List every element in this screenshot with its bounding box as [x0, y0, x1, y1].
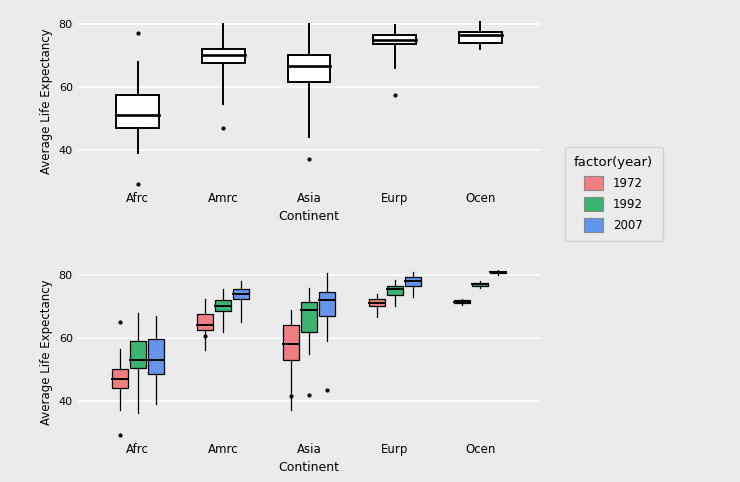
Bar [233, 289, 249, 298]
Y-axis label: Average Life Expectancy: Average Life Expectancy [40, 28, 53, 174]
Bar [472, 283, 488, 286]
X-axis label: Continent: Continent [278, 461, 340, 474]
Bar [369, 298, 385, 307]
Bar [301, 302, 317, 332]
Bar [491, 272, 506, 273]
Bar [319, 292, 335, 316]
Bar [130, 341, 146, 368]
Bar [454, 300, 470, 303]
Bar [198, 314, 213, 330]
Bar [202, 49, 245, 63]
Bar [373, 35, 416, 44]
Bar [288, 55, 330, 82]
Legend: 1972, 1992, 2007: 1972, 1992, 2007 [565, 147, 662, 241]
Y-axis label: Average Life Expectancy: Average Life Expectancy [40, 279, 53, 425]
X-axis label: Continent: Continent [278, 210, 340, 223]
Bar [116, 95, 159, 128]
Bar [215, 300, 231, 311]
Bar [112, 369, 127, 388]
Bar [283, 325, 299, 360]
Bar [459, 32, 502, 43]
Bar [387, 286, 403, 295]
Bar [148, 339, 164, 374]
Bar [405, 277, 420, 286]
